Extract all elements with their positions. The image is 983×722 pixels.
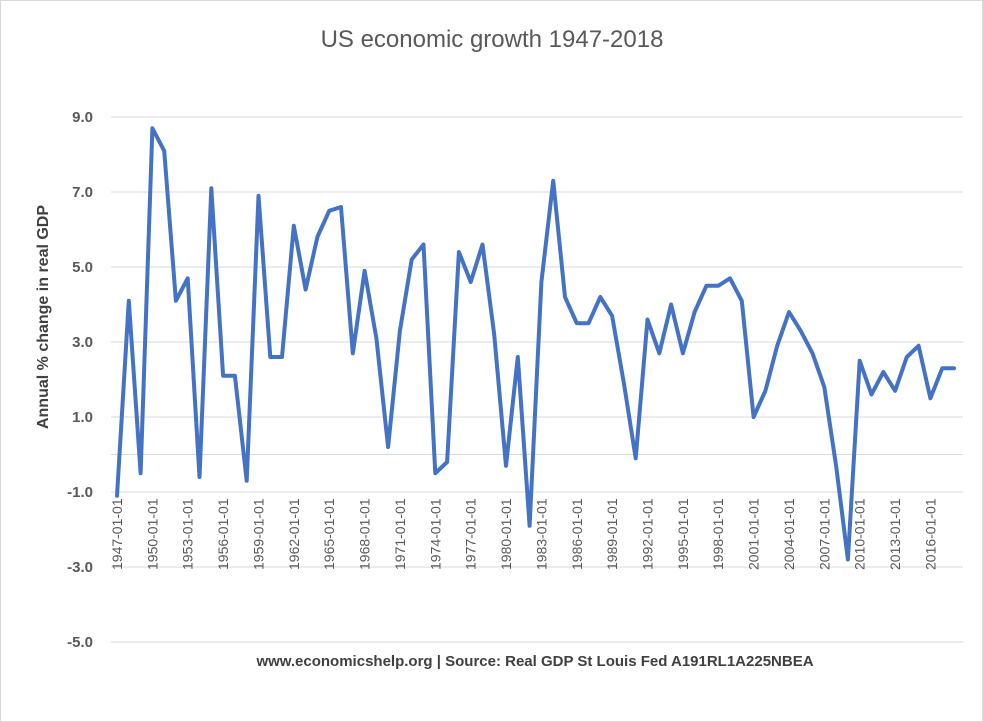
source-note: www.economicshelp.org | Source: Real GDP… — [255, 653, 813, 670]
x-tick-label: 1995-01-01 — [675, 498, 691, 570]
x-tick-label: 1986-01-01 — [569, 498, 585, 570]
x-tick-label: 1947-01-01 — [109, 498, 125, 570]
x-tick-label: 1959-01-01 — [251, 498, 267, 570]
x-tick-label: 1962-01-01 — [286, 498, 302, 570]
x-tick-label: 1989-01-01 — [604, 498, 620, 570]
x-tick-label: 1968-01-01 — [357, 498, 373, 570]
y-axis-ticks: -5.0 -3.0 -1.0 1.0 3.0 5.0 7.0 9.0 — [67, 109, 93, 651]
x-tick-label: 2013-01-01 — [887, 498, 903, 570]
x-tick-label: 1965-01-01 — [321, 498, 337, 570]
y-tick-label: 9.0 — [72, 109, 93, 126]
chart-title: US economic growth 1947-2018 — [321, 26, 664, 53]
x-tick-label: 1971-01-01 — [392, 498, 408, 570]
y-tick-label: 5.0 — [72, 259, 93, 276]
x-tick-label: 1977-01-01 — [463, 498, 479, 570]
y-axis-label: Annual % change in real GDP — [35, 205, 52, 429]
x-tick-label: 2016-01-01 — [922, 498, 938, 570]
x-tick-label: 1983-01-01 — [533, 498, 549, 570]
x-tick-label: 2007-01-01 — [816, 498, 832, 570]
x-tick-label: 1998-01-01 — [710, 498, 726, 570]
x-tick-label: 1950-01-01 — [144, 498, 160, 570]
x-tick-label: 1992-01-01 — [640, 498, 656, 570]
x-axis-ticks: 1947-01-01 1950-01-01 1953-01-01 1956-01-01… — [109, 498, 938, 570]
y-tick-label: 7.0 — [72, 184, 93, 201]
y-tick-label: -3.0 — [67, 559, 93, 576]
y-tick-label: -1.0 — [67, 484, 93, 501]
y-tick-label: 1.0 — [72, 409, 93, 426]
x-tick-label: 1980-01-01 — [498, 498, 514, 570]
series-line — [115, 126, 956, 562]
x-tick-label: 1956-01-01 — [215, 498, 231, 570]
series-group — [115, 126, 956, 562]
x-tick-label: 2004-01-01 — [781, 498, 797, 570]
x-tick-label: 1953-01-01 — [180, 498, 196, 570]
x-tick-label: 2001-01-01 — [746, 498, 762, 570]
x-tick-label: 1974-01-01 — [427, 498, 443, 570]
x-tick-label: 2010-01-01 — [852, 498, 868, 570]
y-tick-label: -5.0 — [67, 634, 93, 651]
y-tick-label: 3.0 — [72, 334, 93, 351]
